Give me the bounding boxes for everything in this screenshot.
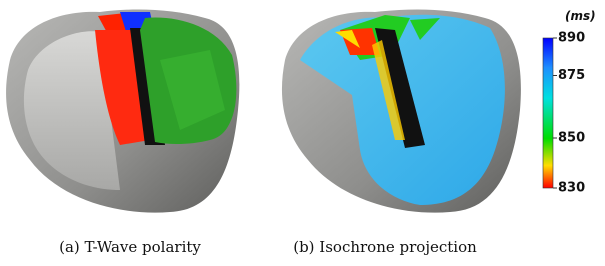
colorbar-tick-label: 875: [558, 68, 585, 83]
colorbar: [543, 38, 553, 188]
figure: (ms) (a) T-Wave polarity (b) Isochrone p…: [0, 0, 605, 266]
caption: (b) Isochrone projection: [293, 238, 477, 256]
caption: (a) T-Wave polarity: [59, 238, 201, 256]
colorbar-tick-label: 850: [558, 131, 585, 146]
colorbar-unit: (ms): [565, 9, 596, 23]
heart-a: [6, 10, 239, 213]
heart-b: [282, 10, 521, 213]
colorbar-tick-label: 830: [558, 181, 585, 196]
colorbar-tick-label: 890: [558, 31, 585, 46]
